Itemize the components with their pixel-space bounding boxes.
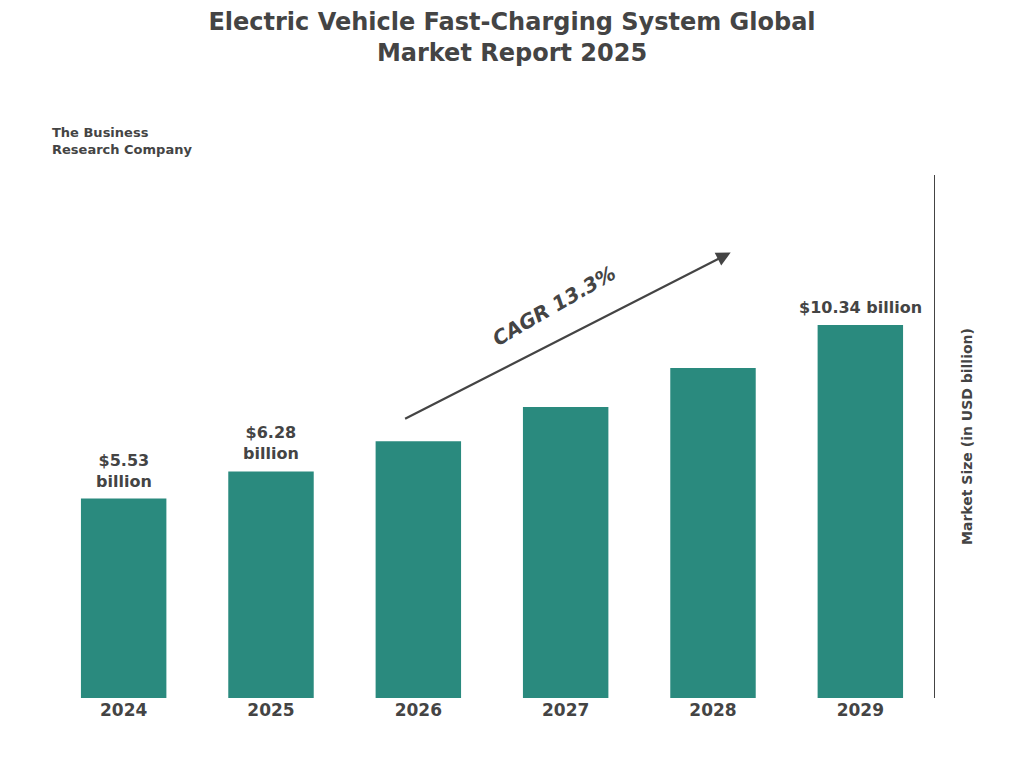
svg-text:CAGR 13.3%: CAGR 13.3% xyxy=(488,261,620,351)
svg-text:2028: 2028 xyxy=(689,700,736,720)
svg-text:The BusinessResearch Company: The BusinessResearch Company xyxy=(52,125,192,157)
svg-text:2024: 2024 xyxy=(100,700,147,720)
svg-text:2027: 2027 xyxy=(542,700,589,720)
svg-text:2026: 2026 xyxy=(395,700,442,720)
svg-text:2029: 2029 xyxy=(837,700,884,720)
svg-text:2025: 2025 xyxy=(247,700,294,720)
svg-text:Market Size (in USD billion): Market Size (in USD billion) xyxy=(959,328,975,545)
svg-text:$5.53billion: $5.53billion xyxy=(96,451,152,491)
svg-text:Electric Vehicle Fast-Charging: Electric Vehicle Fast-Charging System Gl… xyxy=(208,8,815,67)
svg-text:$6.28billion: $6.28billion xyxy=(243,423,299,463)
svg-text:$10.34 billion: $10.34 billion xyxy=(799,298,922,317)
